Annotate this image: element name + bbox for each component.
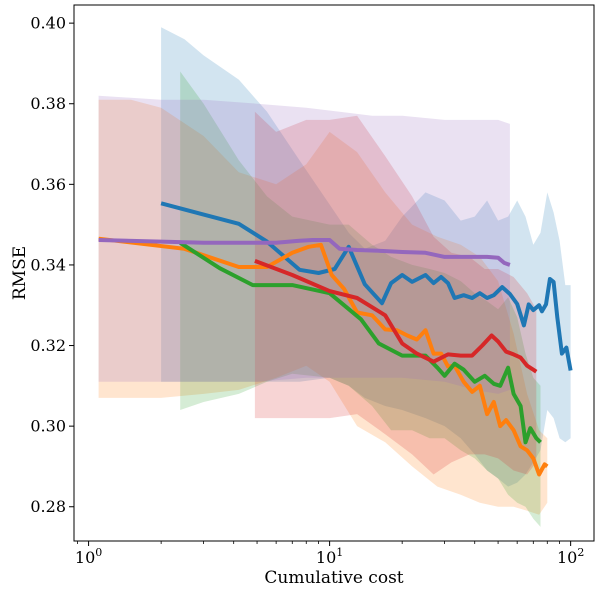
x-tick-label: 102 (557, 546, 584, 567)
line-series-3 (179, 241, 542, 445)
y-tick-label: 0.28 (30, 497, 66, 516)
x-tick-label: 101 (316, 546, 343, 567)
line-series-4 (254, 259, 538, 374)
line-series-2 (98, 236, 549, 477)
plot-frame (73, 4, 595, 542)
band-series-2 (98, 99, 548, 515)
band-series-5 (98, 95, 510, 394)
line-series-5 (98, 238, 511, 267)
x-tick-label: 100 (75, 546, 102, 567)
x-axis-label: Cumulative cost (264, 568, 403, 588)
y-tick-label: 0.36 (30, 175, 66, 194)
y-tick-label: 0.32 (30, 336, 66, 355)
line-series-1 (160, 201, 573, 371)
y-axis-label: RMSE (10, 246, 30, 300)
y-tick-label: 0.34 (30, 255, 66, 274)
y-tick-label: 0.30 (30, 417, 66, 436)
y-tick-label: 0.38 (30, 94, 66, 113)
y-tick-label: 0.40 (30, 14, 66, 33)
axes: 0.28 0.30 0.32 0.34 0.36 0.38 0.40 100 101 102 (30, 4, 595, 567)
series-lines (98, 201, 573, 477)
